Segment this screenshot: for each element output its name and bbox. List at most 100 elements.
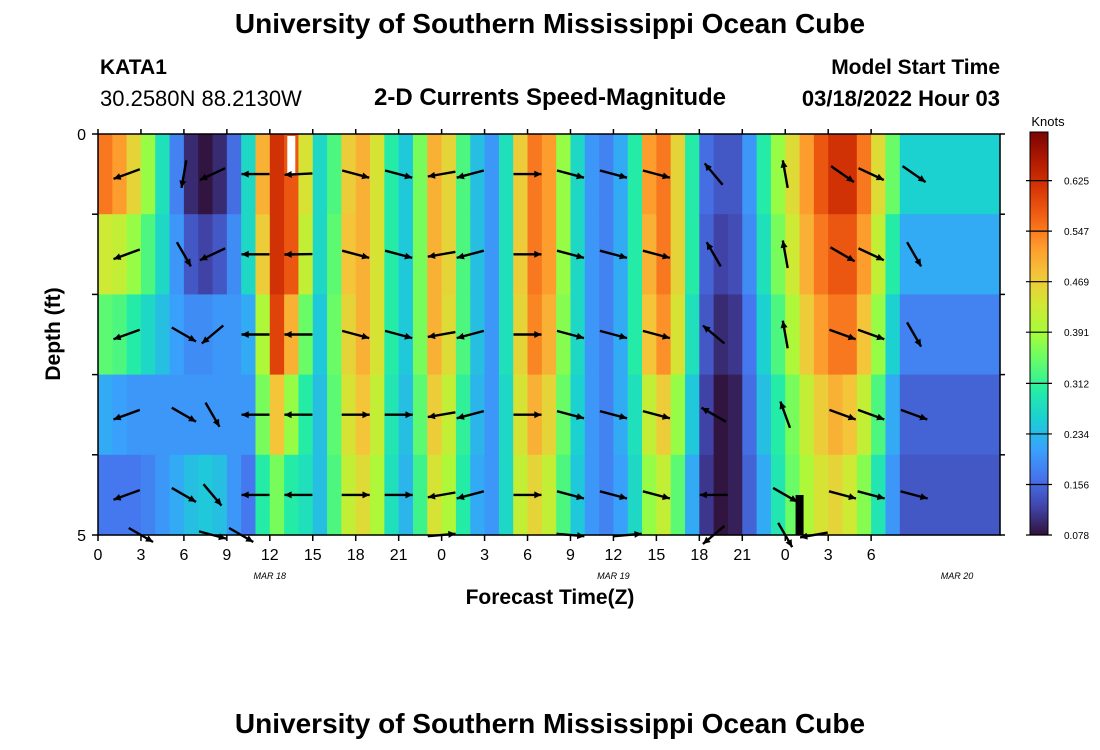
x-tick-label: 12 bbox=[261, 547, 279, 564]
current-vector bbox=[175, 241, 192, 268]
x-tick-label: 9 bbox=[566, 547, 575, 564]
heatmap-cell bbox=[198, 374, 214, 456]
current-vector bbox=[199, 167, 226, 182]
heatmap-cell bbox=[842, 134, 858, 215]
heatmap-cell bbox=[140, 294, 156, 376]
heatmap-cell bbox=[685, 294, 700, 376]
x-axis: 0 3 6 9 12 15 18 21 0 3 6 9 12 15 18 21 0 3 6 MAR 18 MAR 19 M… bbox=[94, 129, 973, 581]
heatmap-cell bbox=[155, 134, 171, 215]
current-vector bbox=[284, 491, 313, 499]
heatmap-cell bbox=[756, 374, 772, 456]
x-tick-label: 6 bbox=[523, 547, 532, 564]
current-vector bbox=[857, 167, 885, 182]
heatmap-cell bbox=[541, 374, 557, 456]
colorbar-tick-label: 0.234 bbox=[1064, 430, 1089, 441]
heatmap-cell bbox=[312, 374, 328, 456]
heatmap-cell bbox=[384, 134, 400, 215]
heatmap-cell bbox=[312, 454, 328, 536]
heatmap-cell bbox=[770, 294, 786, 376]
current-vector bbox=[556, 490, 585, 500]
current-vector bbox=[456, 169, 485, 180]
heatmap-cell bbox=[813, 134, 829, 215]
current-vector bbox=[199, 247, 226, 262]
current-vectors bbox=[113, 160, 928, 548]
heatmap-cell bbox=[384, 294, 400, 376]
heatmap-cell bbox=[183, 214, 199, 295]
current-vector bbox=[556, 169, 585, 180]
colorbar-label: Knots bbox=[1031, 114, 1065, 129]
heatmap-cell bbox=[455, 454, 471, 536]
current-vector bbox=[284, 331, 313, 338]
heatmap-cell bbox=[269, 214, 285, 295]
current-vector bbox=[900, 490, 928, 500]
heatmap-cell bbox=[498, 374, 514, 456]
heatmap-cell bbox=[126, 454, 142, 536]
heatmap-cell bbox=[642, 374, 657, 456]
heatmap-cell bbox=[484, 374, 500, 456]
heatmap-cell bbox=[226, 374, 242, 456]
heatmap-cell bbox=[670, 214, 686, 295]
colorbar-tick-label: 0.469 bbox=[1064, 278, 1089, 289]
heatmap-cell bbox=[140, 454, 156, 536]
chart-subtitle: 2-D Currents Speed-Magnitude bbox=[373, 84, 727, 111]
heatmap-cell bbox=[785, 214, 801, 295]
heatmap-cell bbox=[484, 134, 500, 215]
heatmap-cell bbox=[727, 374, 743, 456]
x-tick-label: 3 bbox=[480, 547, 489, 564]
heatmap-cell bbox=[384, 214, 400, 295]
current-vector bbox=[642, 249, 671, 260]
page-title: University of Southern Mississippi Ocean… bbox=[234, 8, 866, 39]
current-vector bbox=[113, 488, 141, 501]
current-vector bbox=[427, 491, 456, 500]
heatmap-cell bbox=[642, 454, 657, 536]
heatmap-cells bbox=[98, 134, 1001, 536]
heatmap-cell bbox=[112, 374, 128, 456]
y-tick-label: 5 bbox=[77, 528, 86, 545]
heatmap-cell bbox=[169, 134, 185, 215]
heatmap-cell bbox=[699, 134, 715, 215]
current-vector bbox=[202, 483, 223, 507]
current-vector bbox=[828, 490, 857, 500]
heatmap-cell bbox=[98, 294, 113, 376]
heatmap-cell bbox=[183, 374, 199, 456]
heatmap-cell bbox=[599, 454, 615, 536]
current-vector bbox=[241, 491, 270, 499]
colorbar-tick-label: 0.625 bbox=[1064, 177, 1089, 188]
heatmap-cell bbox=[312, 214, 328, 295]
current-vector bbox=[171, 406, 197, 423]
current-vector bbox=[830, 165, 855, 184]
current-vector bbox=[556, 409, 585, 420]
currents-chart: 0 3 6 9 12 15 18 21 0 3 6 9 12 15 18 21 0 3 6 MAR 18 MAR 19 M… bbox=[42, 114, 1089, 609]
colorbar-tick-label: 0.391 bbox=[1064, 328, 1089, 339]
current-vector bbox=[857, 490, 886, 500]
heatmap-cell bbox=[226, 454, 242, 536]
heatmap-cell bbox=[713, 374, 729, 456]
heatmap-cell bbox=[713, 134, 729, 215]
heatmap-cell bbox=[770, 214, 786, 295]
heatmap-cell bbox=[269, 134, 285, 215]
x-tick-label: 15 bbox=[647, 547, 665, 564]
heatmap-cell bbox=[212, 374, 228, 456]
current-vector bbox=[900, 408, 928, 421]
date-label: MAR 18 bbox=[254, 571, 287, 581]
x-tick-label: 21 bbox=[733, 547, 751, 564]
current-vector bbox=[341, 491, 370, 499]
current-vector bbox=[556, 329, 585, 340]
heatmap-cell bbox=[541, 214, 557, 295]
heatmap-cell bbox=[455, 134, 471, 215]
heatmap-cell bbox=[327, 374, 342, 456]
missing-cells bbox=[287, 136, 804, 535]
heatmap-cell bbox=[713, 214, 729, 295]
heatmap-cell bbox=[627, 294, 643, 376]
current-vector bbox=[513, 170, 542, 178]
current-vector bbox=[556, 249, 585, 260]
heatmap-cell bbox=[627, 374, 643, 456]
heatmap-cell bbox=[756, 294, 772, 376]
heatmap-cell bbox=[155, 214, 171, 295]
heatmap-cell bbox=[212, 134, 228, 215]
heatmap-cell bbox=[842, 214, 858, 295]
current-vector bbox=[779, 401, 792, 429]
heatmap-cell bbox=[198, 134, 214, 215]
heatmap-cell bbox=[370, 454, 385, 536]
heatmap-cell bbox=[742, 214, 758, 295]
